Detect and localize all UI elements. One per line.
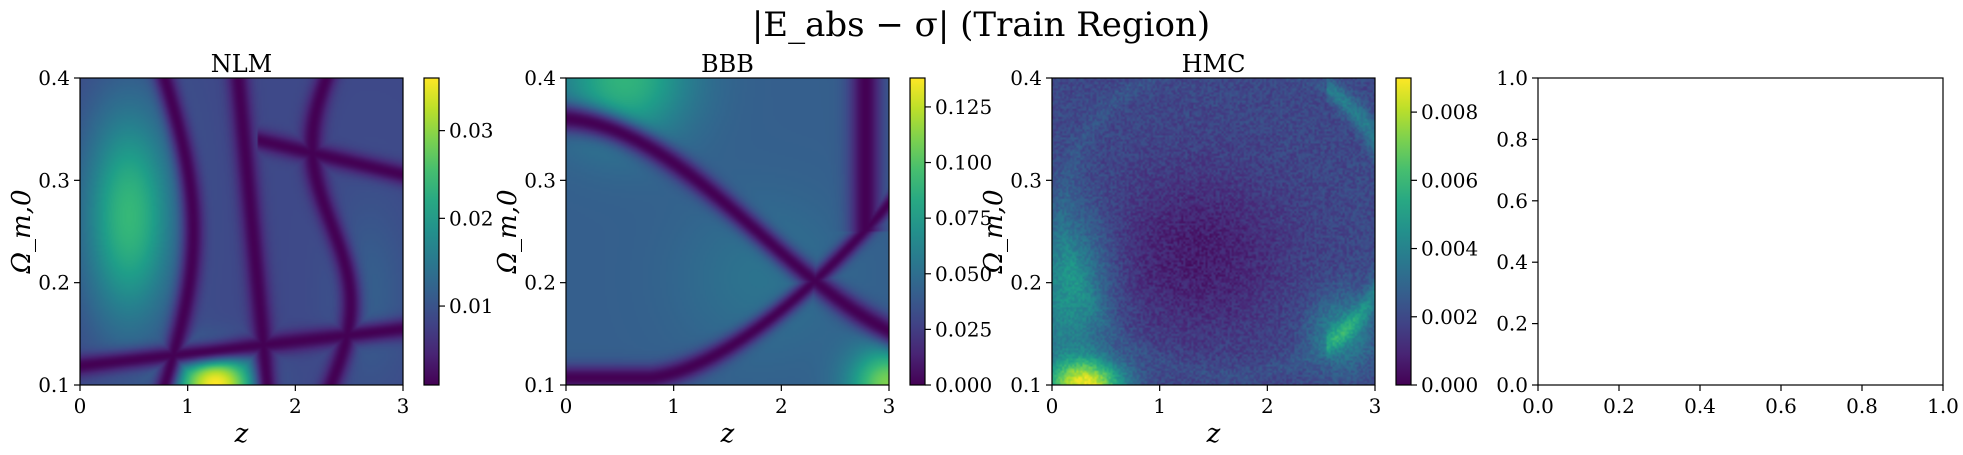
colorbar-tick-label: 0.050: [935, 262, 992, 286]
y-tick-label: 0.1: [1010, 373, 1042, 397]
x-axis-label: z: [720, 419, 735, 449]
colorbar-gradient: [909, 77, 926, 386]
x-tick-label: 0.0: [1522, 394, 1554, 418]
colorbar-tick-label: 0.125: [935, 95, 992, 119]
colorbar: 0.000 0.002 0.004 0.006 0.008: [1395, 77, 1478, 397]
y-tick-label: 0.2: [1496, 312, 1528, 336]
y-axis-label: Ω_m,0: [493, 189, 523, 274]
panel-4: 0.0 0.2 0.4 0.6 0.8 1.0 0.0 0.2 0.4 0.6 0.8 1.0: [1496, 66, 1959, 418]
axes-frame: [1051, 77, 1376, 386]
y-tick-label: 1.0: [1496, 66, 1528, 90]
x-tick-label: 1: [1153, 394, 1166, 418]
y-tick-label: 0.4: [1496, 250, 1528, 274]
x-tick-label: 2: [1261, 394, 1274, 418]
x-axis-label: z: [1206, 419, 1221, 449]
colorbar-tick-label: 0.000: [935, 373, 992, 397]
y-tick-label: 0.6: [1496, 189, 1528, 213]
colorbar-tick-label: 0.03: [449, 119, 494, 143]
panel-2: BBB 0 1 2 3 0.1 0.2 0.3 0.4 z Ω_m,0 0.000 0.025 0.050…: [493, 50, 992, 449]
colorbar-gradient: [423, 77, 440, 386]
x-tick-label: 0.6: [1765, 394, 1797, 418]
colorbar-tick-label: 0.025: [935, 317, 992, 341]
heatmap-image: [1052, 78, 1375, 385]
x-tick-label: 1: [667, 394, 680, 418]
panel-title: HMC: [1182, 50, 1246, 78]
x-tick-label: 1.0: [1927, 394, 1959, 418]
y-axis-label: Ω_m,0: [979, 189, 1009, 274]
y-tick-label: 0.0: [1496, 373, 1528, 397]
y-tick-label: 0.3: [38, 168, 70, 192]
y-tick-label: 0.3: [1010, 168, 1042, 192]
axes-frame: [1537, 77, 1944, 386]
colorbar-tick-label: 0.01: [449, 294, 494, 318]
x-tick-label: 3: [397, 394, 410, 418]
x-tick-label: 2: [289, 394, 302, 418]
panel-title: BBB: [701, 50, 754, 78]
y-tick-label: 0.4: [38, 66, 70, 90]
colorbar-tick-label: 0.006: [1421, 168, 1478, 192]
colorbar: 0.000 0.025 0.050 0.075 0.100 0.125: [909, 77, 992, 397]
x-tick-label: 0: [1046, 394, 1059, 418]
panel-title: NLM: [211, 50, 273, 78]
colorbar-tick-label: 0.000: [1421, 373, 1478, 397]
y-tick-label: 0.2: [1010, 271, 1042, 295]
colorbar-tick-label: 0.02: [449, 206, 494, 230]
x-tick-label: 1: [181, 394, 194, 418]
y-tick-label: 0.4: [524, 66, 556, 90]
x-axis-label: z: [234, 419, 249, 449]
panel-1: NLM 0 1 2 3 0.1 0.2 0.3 0.4 z Ω_m,0 0.01 0.02 0.03: [7, 50, 494, 449]
y-tick-label: 0.1: [524, 373, 556, 397]
figure-title: |E_abs − σ| (Train Region): [752, 5, 1210, 45]
axes-frame: [79, 77, 404, 386]
y-tick-label: 0.3: [524, 168, 556, 192]
colorbar-gradient: [1395, 77, 1412, 386]
heatmap-image: [566, 78, 889, 385]
panel-3: HMC 0 1 2 3 0.1 0.2 0.3 0.4 z Ω_m,0 0.000 0.002 0.004…: [979, 50, 1478, 449]
x-tick-label: 3: [883, 394, 896, 418]
heatmap-image: [80, 78, 403, 385]
y-tick-label: 0.2: [38, 271, 70, 295]
x-tick-label: 3: [1369, 394, 1382, 418]
colorbar-tick-label: 0.004: [1421, 237, 1478, 261]
y-tick-label: 0.2: [524, 271, 556, 295]
y-tick-label: 0.8: [1496, 127, 1528, 151]
x-tick-label: 0: [560, 394, 573, 418]
y-axis-label: Ω_m,0: [7, 189, 37, 274]
colorbar-tick-label: 0.002: [1421, 305, 1478, 329]
colorbar-tick-label: 0.008: [1421, 100, 1478, 124]
y-tick-label: 0.1: [38, 373, 70, 397]
x-tick-label: 0.8: [1846, 394, 1878, 418]
y-tick-label: 0.4: [1010, 66, 1042, 90]
x-tick-label: 2: [775, 394, 788, 418]
x-tick-label: 0.2: [1603, 394, 1635, 418]
x-tick-label: 0.4: [1684, 394, 1716, 418]
x-tick-label: 0: [74, 394, 87, 418]
colorbar-tick-label: 0.075: [935, 206, 992, 230]
axes-frame: [565, 77, 890, 386]
colorbar: 0.01 0.02 0.03: [423, 77, 494, 386]
colorbar-tick-label: 0.100: [935, 151, 992, 175]
